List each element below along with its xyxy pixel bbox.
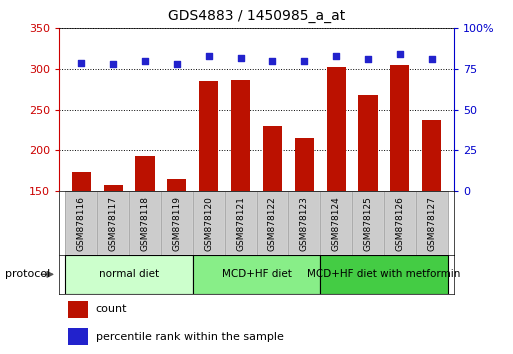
Bar: [129, 191, 161, 255]
Bar: [161, 191, 193, 255]
Point: [396, 52, 404, 57]
Text: normal diet: normal diet: [99, 269, 159, 279]
Bar: [416, 191, 448, 255]
Bar: [65, 191, 97, 255]
Text: GSM878127: GSM878127: [427, 196, 436, 251]
Bar: [263, 126, 282, 191]
Bar: [161, 191, 193, 255]
Point: [268, 58, 277, 64]
Bar: [416, 191, 448, 255]
Bar: [295, 138, 314, 191]
Point: [141, 58, 149, 64]
Text: GDS4883 / 1450985_a_at: GDS4883 / 1450985_a_at: [168, 9, 345, 23]
Text: percentile rank within the sample: percentile rank within the sample: [96, 332, 284, 342]
Text: MCD+HF diet: MCD+HF diet: [222, 269, 291, 279]
Text: GSM878122: GSM878122: [268, 196, 277, 251]
Bar: [193, 191, 225, 255]
Text: GSM878125: GSM878125: [364, 196, 372, 251]
Bar: [390, 65, 409, 191]
Text: GSM878120: GSM878120: [204, 196, 213, 251]
Bar: [97, 191, 129, 255]
Bar: [104, 185, 123, 191]
Bar: [359, 95, 378, 191]
Text: GSM878117: GSM878117: [109, 196, 117, 251]
Point: [364, 56, 372, 62]
Bar: [288, 191, 320, 255]
Bar: [68, 301, 88, 318]
Bar: [68, 328, 88, 345]
Text: GSM878116: GSM878116: [77, 196, 86, 251]
Bar: [167, 179, 186, 191]
Bar: [320, 191, 352, 255]
Text: MCD+HF diet with metformin: MCD+HF diet with metformin: [307, 269, 461, 279]
Point: [173, 61, 181, 67]
Text: GSM878123: GSM878123: [300, 196, 309, 251]
Bar: [193, 255, 320, 294]
Bar: [384, 191, 416, 255]
Text: GSM878118: GSM878118: [141, 196, 149, 251]
Bar: [256, 191, 288, 255]
Text: GSM878124: GSM878124: [331, 196, 341, 251]
Bar: [129, 191, 161, 255]
Bar: [352, 191, 384, 255]
Point: [428, 56, 436, 62]
Point: [236, 55, 245, 61]
Bar: [199, 81, 218, 191]
Bar: [422, 120, 441, 191]
Bar: [320, 191, 352, 255]
Bar: [97, 191, 129, 255]
Bar: [288, 191, 320, 255]
Text: GSM878121: GSM878121: [236, 196, 245, 251]
Point: [300, 58, 308, 64]
Bar: [193, 191, 225, 255]
Bar: [65, 191, 97, 255]
Point: [77, 60, 85, 65]
Bar: [256, 191, 288, 255]
Point: [332, 53, 340, 59]
Bar: [135, 156, 154, 191]
Text: GSM878119: GSM878119: [172, 196, 182, 251]
Text: GSM878126: GSM878126: [396, 196, 404, 251]
Point: [109, 61, 117, 67]
Bar: [225, 191, 256, 255]
Bar: [231, 80, 250, 191]
Bar: [327, 67, 346, 191]
Bar: [384, 191, 416, 255]
Text: protocol: protocol: [5, 269, 50, 279]
Point: [205, 53, 213, 59]
Bar: [352, 191, 384, 255]
Bar: [72, 172, 91, 191]
Text: count: count: [96, 304, 127, 314]
Bar: [65, 255, 193, 294]
Bar: [225, 191, 256, 255]
Bar: [320, 255, 448, 294]
